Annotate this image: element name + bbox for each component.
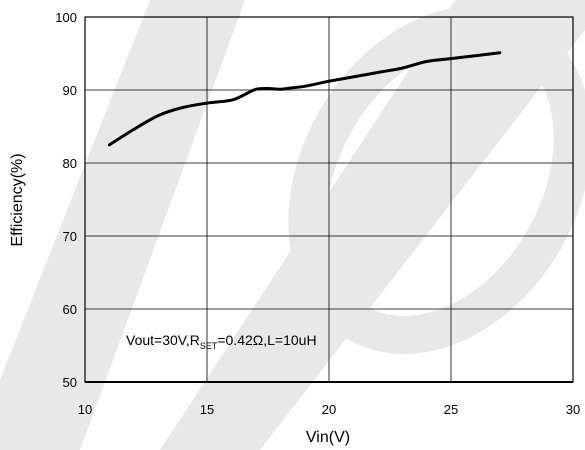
- x-axis-label: Vin(V): [306, 429, 350, 446]
- watermark-stroke-right: [160, 0, 585, 450]
- x-tick-label: 10: [78, 402, 92, 417]
- y-tick-label: 80: [63, 156, 77, 171]
- watermark-ring: [288, 6, 585, 354]
- watermark-stroke-left: [0, 0, 245, 450]
- x-tick-label: 25: [444, 402, 458, 417]
- annotation-prefix: Vout=30V,R: [126, 332, 200, 348]
- x-tick-label: 20: [322, 402, 336, 417]
- efficiency-series-line: [107, 51, 502, 147]
- y-axis-label: Efficiency(%): [9, 153, 26, 246]
- x-tick-label: 30: [566, 402, 580, 417]
- annotation-subscript: SET: [200, 341, 218, 351]
- y-tick-label: 70: [63, 229, 77, 244]
- chart-annotation: Vout=30V,RSET=0.42Ω,L=10uH: [126, 332, 317, 351]
- y-tick-label: 100: [55, 10, 77, 25]
- y-tick-label: 90: [63, 83, 77, 98]
- grid-lines: [85, 17, 573, 383]
- series-layer: [107, 51, 502, 147]
- x-tick-label: 15: [200, 402, 214, 417]
- y-tick-label: 50: [63, 375, 77, 390]
- y-tick-label: 60: [63, 302, 77, 317]
- y-tick-labels: 50 60 70 80 90 100: [55, 10, 77, 390]
- x-tick-labels: 10 15 20 25 30: [78, 402, 580, 417]
- annotation-suffix: =0.42Ω,L=10uH: [217, 332, 316, 348]
